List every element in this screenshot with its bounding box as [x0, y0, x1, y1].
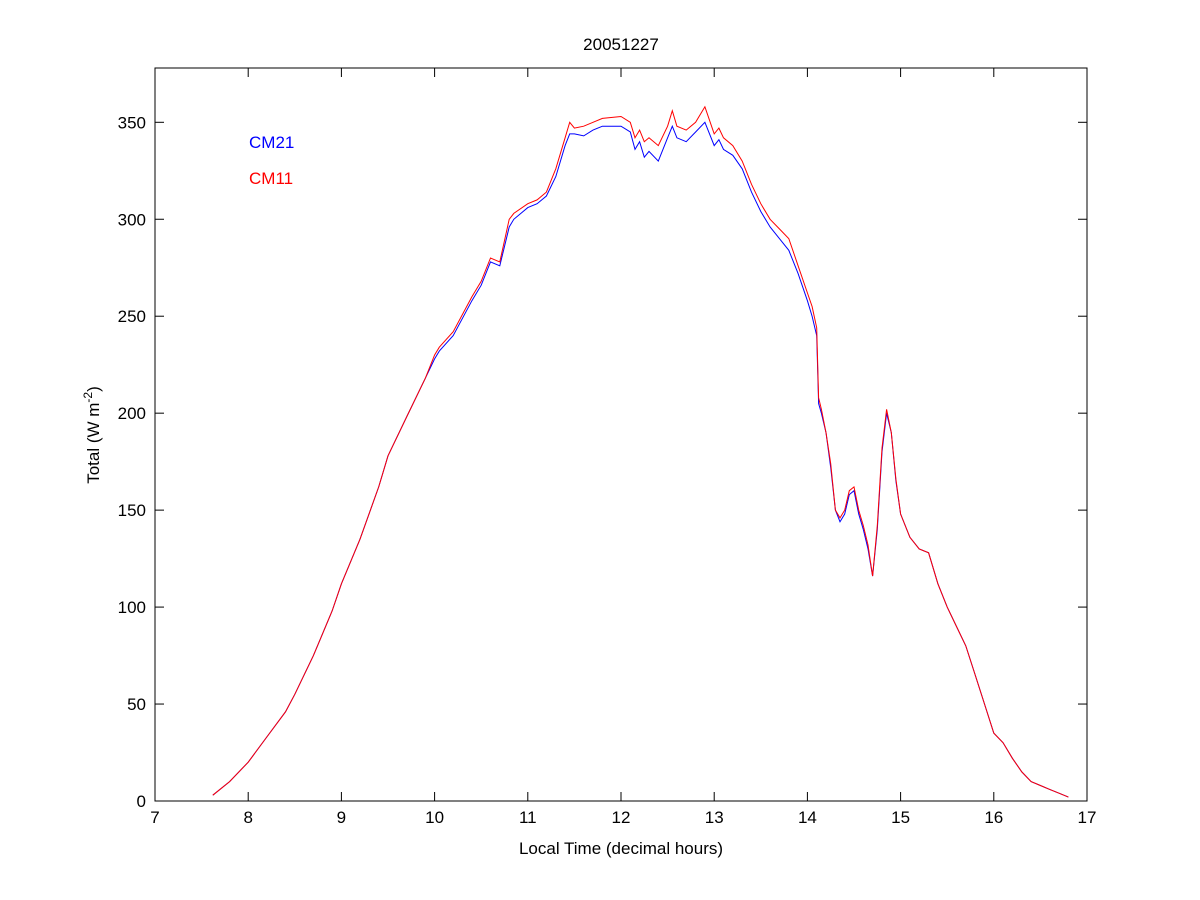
y-tick-label: 300	[118, 210, 146, 229]
y-tick-label: 150	[118, 501, 146, 520]
y-tick-label: 100	[118, 598, 146, 617]
x-axis-label: Local Time (decimal hours)	[519, 839, 723, 858]
y-tick-label: 0	[137, 792, 146, 811]
y-axis: 0 50 100 150 200 250 300 350	[118, 113, 1087, 811]
x-tick-label: 7	[150, 808, 159, 827]
y-tick-label: 50	[127, 695, 146, 714]
chart-title: 20051227	[583, 35, 659, 54]
x-axis: 7 8 9 10 11 12 13 14 15 16 17	[150, 68, 1096, 827]
y-label-end: )	[84, 386, 103, 392]
legend-entry-cm11: CM11	[249, 169, 293, 188]
x-tick-label: 17	[1078, 808, 1097, 827]
y-axis-label: Total (W m-2)	[81, 386, 103, 484]
y-label-main: Total (W m	[84, 403, 103, 484]
y-tick-label: 250	[118, 307, 146, 326]
x-tick-label: 15	[891, 808, 910, 827]
x-tick-label: 13	[705, 808, 724, 827]
x-tick-label: 8	[243, 808, 252, 827]
y-tick-label: 200	[118, 404, 146, 423]
y-label-superscript: -2	[81, 392, 95, 403]
x-tick-label: 11	[519, 808, 537, 827]
x-tick-label: 12	[612, 808, 631, 827]
x-tick-label: 14	[798, 808, 817, 827]
plot-area	[154, 67, 1088, 802]
x-tick-label: 10	[425, 808, 444, 827]
legend-entry-cm21: CM21	[249, 133, 294, 152]
x-tick-label: 9	[337, 808, 346, 827]
x-tick-label: 16	[984, 808, 1003, 827]
y-tick-label: 350	[118, 113, 146, 132]
series-line-cm11	[212, 105, 1069, 798]
series-lines	[212, 105, 1069, 798]
